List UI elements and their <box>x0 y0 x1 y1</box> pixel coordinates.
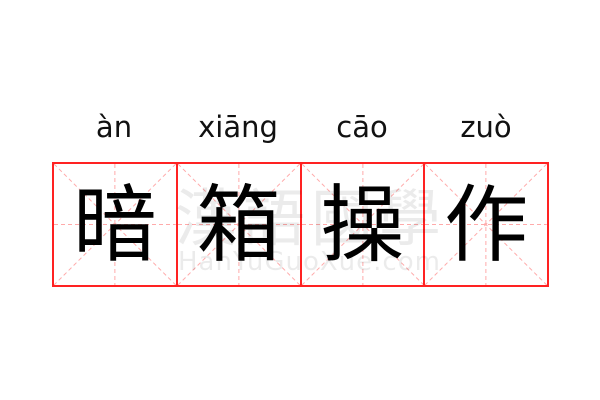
character-1: 暗 <box>72 175 157 274</box>
guide-lines <box>178 164 300 285</box>
guide-lines <box>302 164 424 285</box>
pinyin-4: zuò <box>460 110 512 144</box>
grid-cell: 箱 <box>178 164 302 285</box>
character-2: 箱 <box>196 175 281 274</box>
character-grid: 暗 箱 操 作 <box>52 162 549 287</box>
character-3: 操 <box>320 175 405 274</box>
grid-cell: 作 <box>425 164 547 285</box>
guide-lines <box>425 164 547 285</box>
pinyin-1: àn <box>95 110 133 144</box>
grid-cell: 暗 <box>54 164 178 285</box>
character-4: 作 <box>444 175 529 274</box>
grid-cell: 操 <box>302 164 426 285</box>
guide-lines <box>54 164 176 285</box>
pinyin-3: cāo <box>336 110 388 144</box>
pinyin-2: xiāng <box>198 110 278 144</box>
